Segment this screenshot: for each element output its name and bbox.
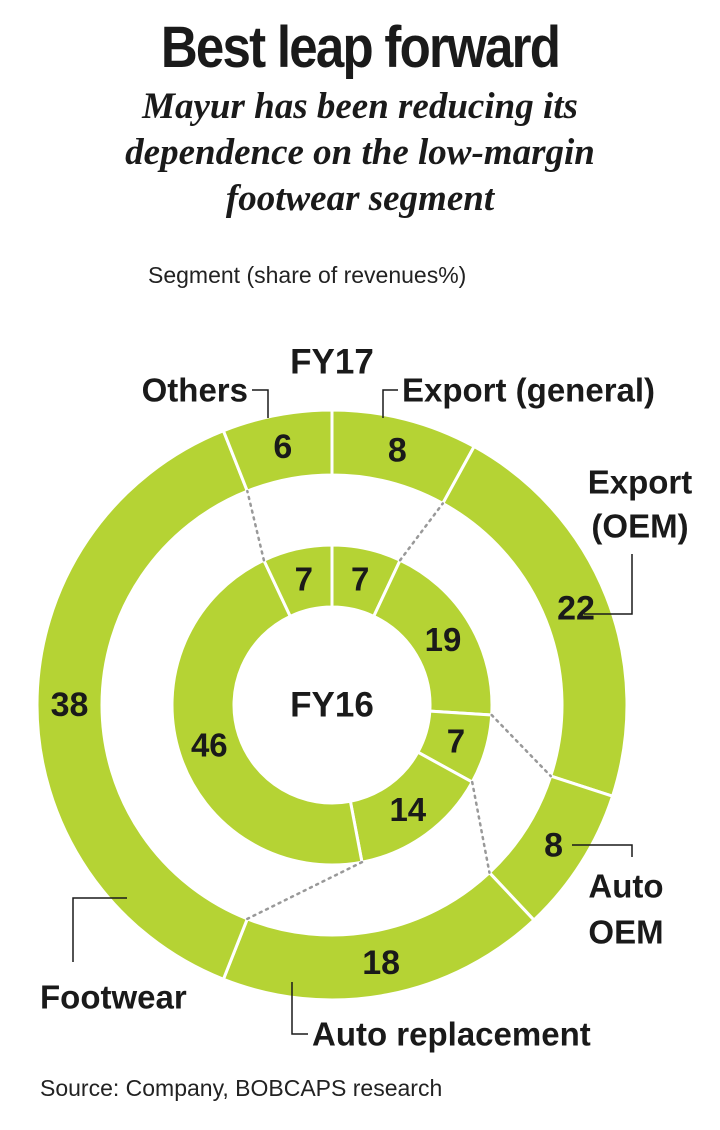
slice-value-label: 7 <box>351 561 369 598</box>
donut-slice-outer <box>35 428 250 982</box>
donut-slice-inner <box>261 543 334 619</box>
slice-value-label: 6 <box>273 428 292 466</box>
slice-value-label: 14 <box>389 791 426 828</box>
category-label-others: Others <box>142 372 248 409</box>
slice-value-label: 7 <box>447 722 465 759</box>
source-note: Source: Company, BOBCAPS research <box>40 1075 443 1101</box>
category-label-auto-oem: OEM <box>588 914 663 951</box>
subtitle-line: Mayur has been reducing its <box>142 86 578 127</box>
segment-connector <box>470 780 491 874</box>
donut-slice-inner <box>170 558 364 867</box>
slice-value-label: 8 <box>544 827 563 865</box>
segment-connector <box>490 713 552 778</box>
slice-value-label: 7 <box>295 561 313 598</box>
category-label-export-oem: (OEM) <box>591 508 688 545</box>
callout-leader-auto-replacement <box>291 982 308 1035</box>
donut-slice-outer <box>221 408 334 494</box>
callout-leader-auto-oem <box>572 844 633 857</box>
category-label-export-general: Export (general) <box>402 372 655 409</box>
slice-value-label: 46 <box>191 726 228 763</box>
category-label-export-oem: Export <box>588 464 693 501</box>
slice-value-label: 8 <box>388 432 407 470</box>
segment-connector <box>398 502 445 562</box>
chart-caption: Segment (share of revenues%) <box>148 262 467 288</box>
segment-connector <box>246 489 266 562</box>
slice-value-label: 19 <box>425 621 462 658</box>
series-label-outer: FY17 <box>290 343 374 382</box>
callout-leader-export-general <box>382 389 398 418</box>
category-label-auto-oem: Auto <box>588 868 663 905</box>
category-label-auto-replacement: Auto replacement <box>312 1016 591 1053</box>
slice-value-label: 22 <box>557 589 595 627</box>
callout-leader-others <box>252 389 269 418</box>
segment-connector <box>246 860 364 921</box>
subtitle-line: dependence on the low-margin <box>125 132 595 173</box>
slice-value-label: 18 <box>362 944 400 982</box>
category-label-footwear: Footwear <box>40 979 187 1016</box>
callout-leader-export-oem <box>584 554 633 615</box>
series-label-inner: FY16 <box>290 686 374 725</box>
callout-leader-footwear <box>72 897 127 962</box>
chart-subtitle: Mayur has been reducing its dependence o… <box>60 84 660 222</box>
slice-value-label: 38 <box>51 686 89 724</box>
subtitle-line: footwear segment <box>225 178 495 219</box>
chart-title: Best leap forward <box>160 15 561 80</box>
